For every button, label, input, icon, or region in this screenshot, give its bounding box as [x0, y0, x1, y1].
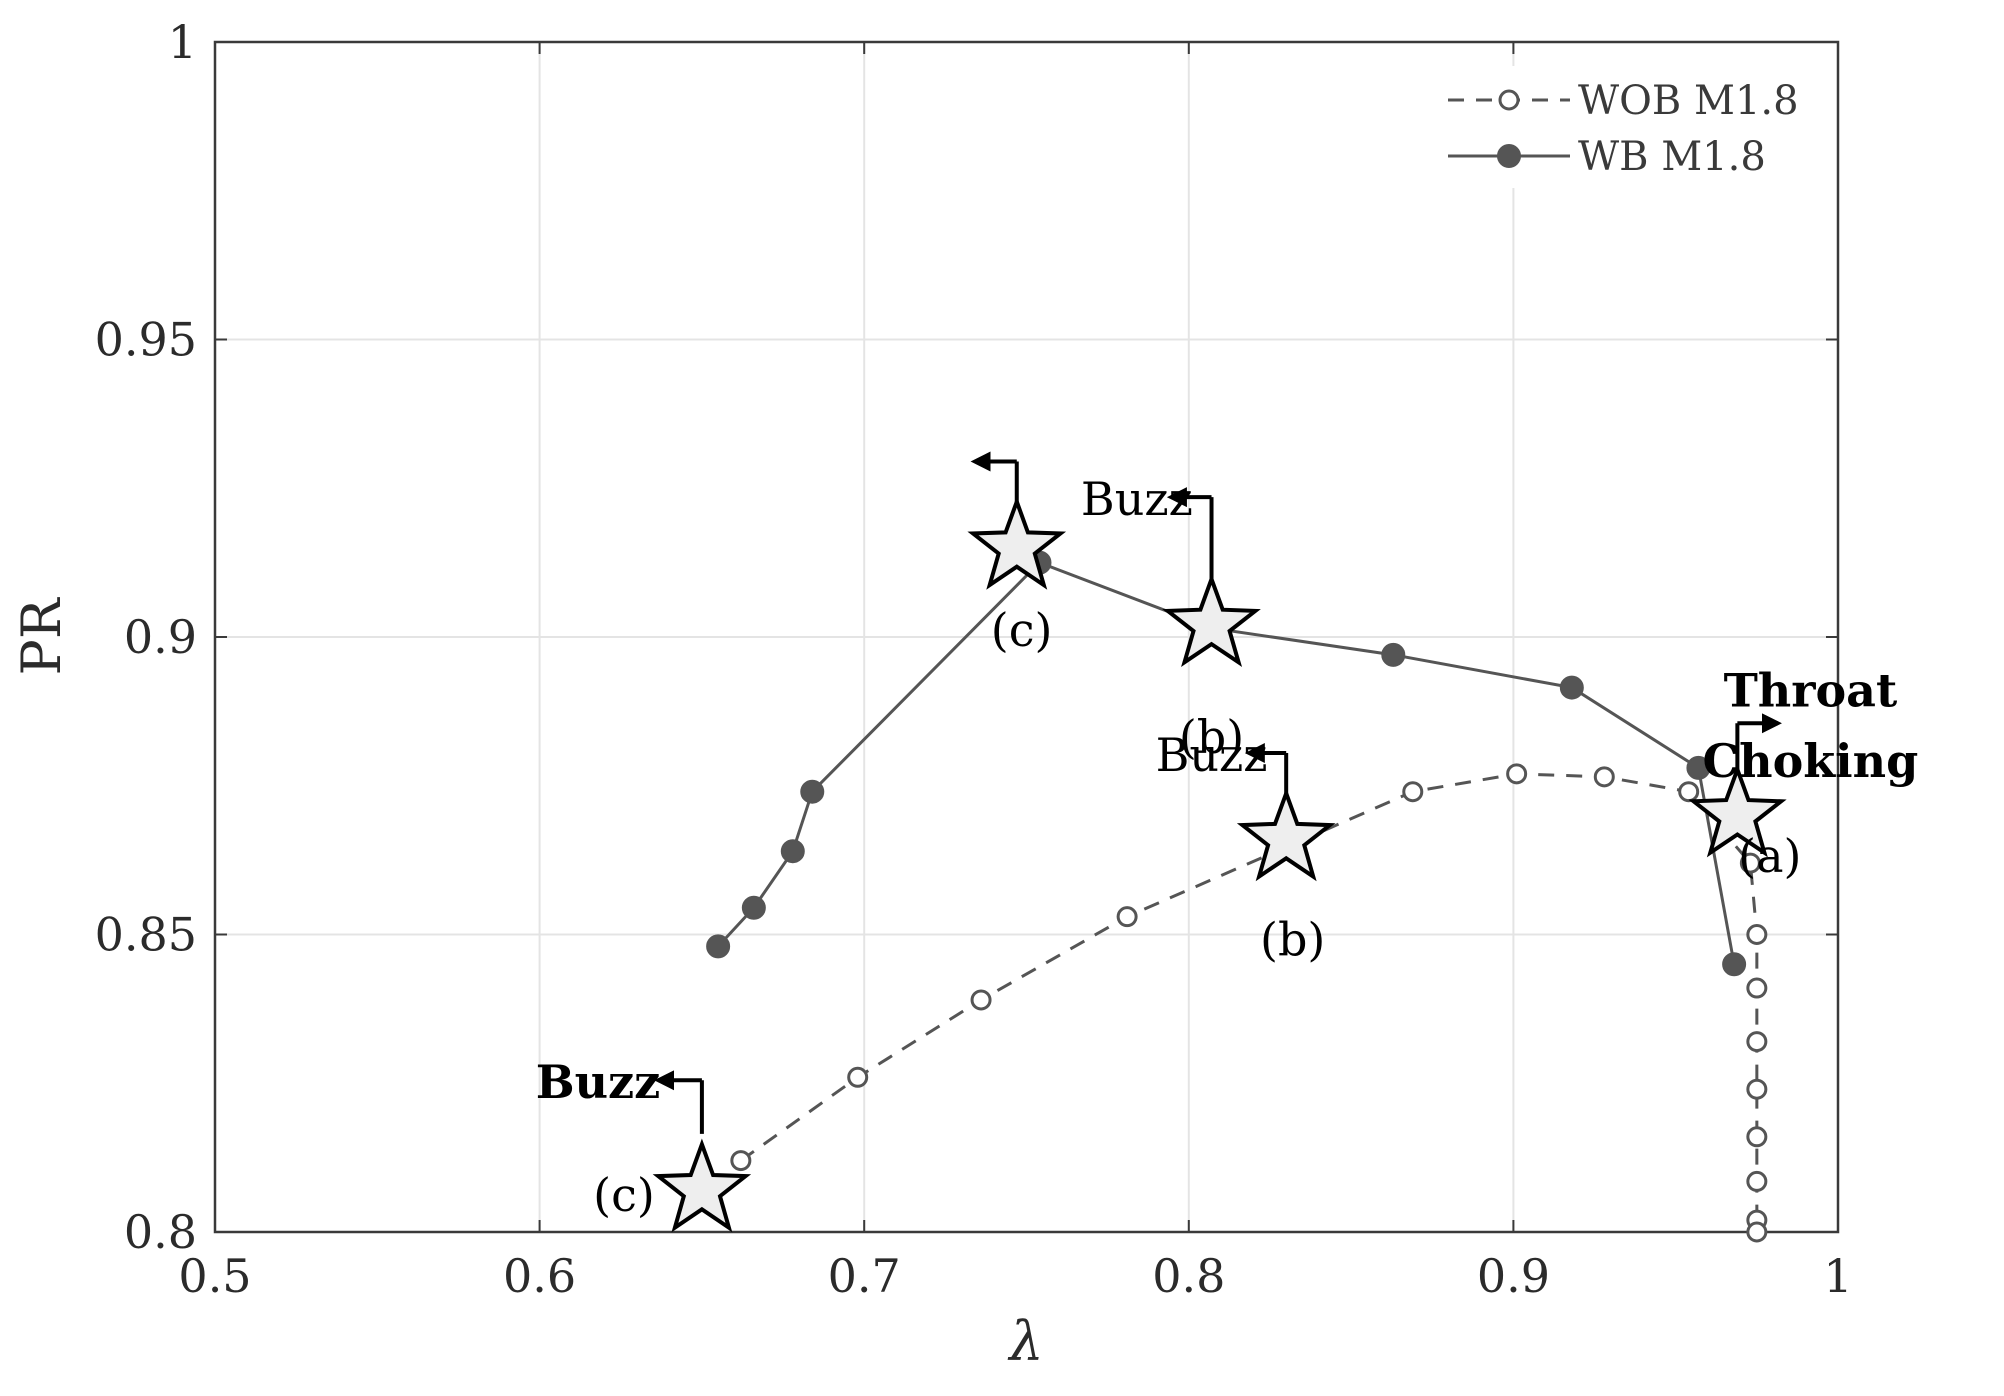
x-tick-label: 1: [1823, 1249, 1852, 1303]
annotations: (a) (b) (c) (b) (c) Buzz Buzz Buzz Throat Choking: [536, 451, 1919, 1233]
wob-data-point: [1402, 781, 1424, 803]
wob-data-point: [847, 1066, 869, 1088]
wb-data-point: [800, 779, 825, 804]
x-tick-label: 0.5: [178, 1249, 251, 1303]
series-wb-line: [717, 560, 1736, 965]
annotation-label: Choking: [1703, 734, 1919, 788]
operating-point-star: [967, 495, 1067, 590]
wb-data-point: [780, 839, 805, 864]
annotation-label: Throat: [1724, 664, 1898, 718]
y-tick-label: 0.8: [124, 1205, 197, 1259]
x-tick-label: 0.9: [1477, 1249, 1550, 1303]
wb-data-point: [1381, 642, 1406, 667]
wob-data-point: [1746, 977, 1768, 999]
wob-data-point: [730, 1150, 752, 1172]
x-tick-label: 0.7: [828, 1249, 901, 1303]
wb-data-point: [706, 934, 731, 959]
wb-data-point: [1722, 952, 1747, 977]
operating-point-star: [1688, 763, 1787, 858]
legend-wob-marker: [1498, 89, 1520, 111]
wob-data-point: [1739, 852, 1761, 874]
wob-data-point: [1506, 763, 1528, 785]
wob-data-point: [1593, 766, 1615, 788]
annotation-label: (b): [1260, 912, 1325, 966]
y-tick-label: 0.85: [95, 908, 197, 962]
wob-data-point: [1746, 1221, 1768, 1243]
operating-point-star: [652, 1138, 752, 1233]
x-tick-label: 0.6: [503, 1249, 576, 1303]
annotation-label: Buzz: [1156, 728, 1268, 782]
wob-data-point: [1746, 1078, 1768, 1100]
x-axis-title: λ: [1007, 1310, 1043, 1373]
legend-wb-label: WB M1.8: [1578, 134, 1766, 180]
y-tick-label: 0.9: [124, 610, 197, 664]
annotation-label: (c): [991, 603, 1053, 657]
legend-wob-label: WOB M1.8: [1578, 78, 1799, 124]
operating-point-star: [1236, 787, 1336, 882]
annotation-label: Buzz: [536, 1055, 661, 1109]
wb-data-point: [1686, 755, 1711, 780]
annotation-label: (c): [593, 1168, 655, 1222]
wob-data-point: [1746, 1126, 1768, 1148]
y-tick-label: 0.95: [95, 313, 197, 367]
wob-data-point: [1116, 906, 1138, 928]
legend: WOB M1.8 WB M1.8: [1425, 66, 1835, 188]
wb-data-point: [1559, 675, 1584, 700]
annotation-label: Buzz: [1081, 472, 1193, 526]
axis-ticks: 0.5 0.6 0.7 0.8 0.9 1 0.8 0.85 0.9 0.95 1: [95, 15, 1853, 1303]
y-tick-label: 1: [168, 15, 197, 69]
x-tick-label: 0.8: [1152, 1249, 1225, 1303]
wob-data-point: [1746, 924, 1768, 945]
operating-point-star: [1162, 573, 1261, 668]
wob-data-point: [1678, 781, 1700, 803]
wob-data-point: [970, 989, 992, 1011]
legend-wb-marker: [1497, 144, 1521, 168]
legend-box: [1425, 66, 1835, 188]
series-wob-line: [739, 772, 1759, 1232]
wob-data-point: [1746, 1031, 1768, 1053]
wb-data-point: [741, 895, 766, 920]
wob-data-point: [1746, 1170, 1768, 1192]
annotation-label: (a): [1738, 829, 1801, 883]
y-axis-title: PR: [10, 597, 73, 675]
annotation-label: (b): [1179, 710, 1244, 764]
